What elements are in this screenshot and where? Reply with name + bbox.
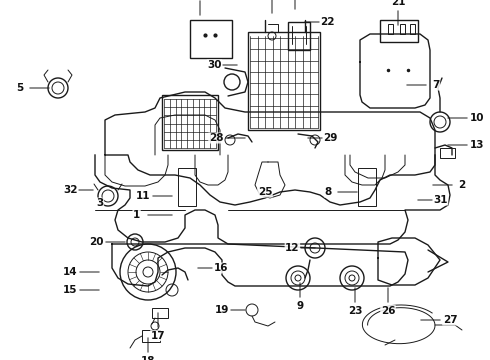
Text: 7: 7 bbox=[432, 80, 440, 90]
Text: 18: 18 bbox=[141, 356, 155, 360]
Text: 16: 16 bbox=[213, 263, 228, 273]
Text: 30: 30 bbox=[207, 60, 221, 70]
Bar bbox=[410, 24, 415, 34]
Text: 29: 29 bbox=[323, 133, 338, 143]
Bar bbox=[190, 20, 232, 58]
Text: 31: 31 bbox=[433, 195, 448, 205]
Bar bbox=[358, 168, 376, 206]
Text: 14: 14 bbox=[63, 267, 77, 277]
Text: 5: 5 bbox=[16, 83, 24, 93]
Bar bbox=[388, 24, 393, 34]
Text: 11: 11 bbox=[136, 191, 150, 201]
Bar bbox=[152, 308, 168, 318]
Text: 2: 2 bbox=[458, 180, 466, 190]
Bar bbox=[178, 168, 196, 206]
Bar bbox=[248, 32, 320, 130]
Text: 32: 32 bbox=[63, 185, 77, 195]
Text: 28: 28 bbox=[209, 133, 223, 143]
Text: 22: 22 bbox=[320, 17, 335, 27]
Bar bbox=[400, 24, 405, 34]
Text: 1: 1 bbox=[133, 210, 140, 220]
Text: 20: 20 bbox=[89, 237, 103, 247]
Text: 25: 25 bbox=[258, 187, 272, 197]
Text: 19: 19 bbox=[215, 305, 230, 315]
Bar bbox=[440, 148, 455, 158]
Bar bbox=[288, 22, 310, 50]
Text: 23: 23 bbox=[348, 306, 362, 316]
Text: 12: 12 bbox=[285, 243, 300, 253]
Text: 15: 15 bbox=[63, 285, 77, 295]
Text: 10: 10 bbox=[470, 113, 484, 123]
Text: 13: 13 bbox=[470, 140, 484, 150]
Text: 21: 21 bbox=[391, 0, 405, 8]
Text: 17: 17 bbox=[151, 330, 165, 341]
Text: 9: 9 bbox=[296, 301, 304, 311]
Text: 3: 3 bbox=[97, 198, 103, 208]
Bar bbox=[142, 330, 160, 342]
Text: 8: 8 bbox=[324, 187, 332, 197]
Bar bbox=[162, 95, 218, 150]
Text: 26: 26 bbox=[381, 306, 395, 316]
Bar bbox=[380, 20, 418, 42]
Text: 27: 27 bbox=[442, 315, 457, 325]
